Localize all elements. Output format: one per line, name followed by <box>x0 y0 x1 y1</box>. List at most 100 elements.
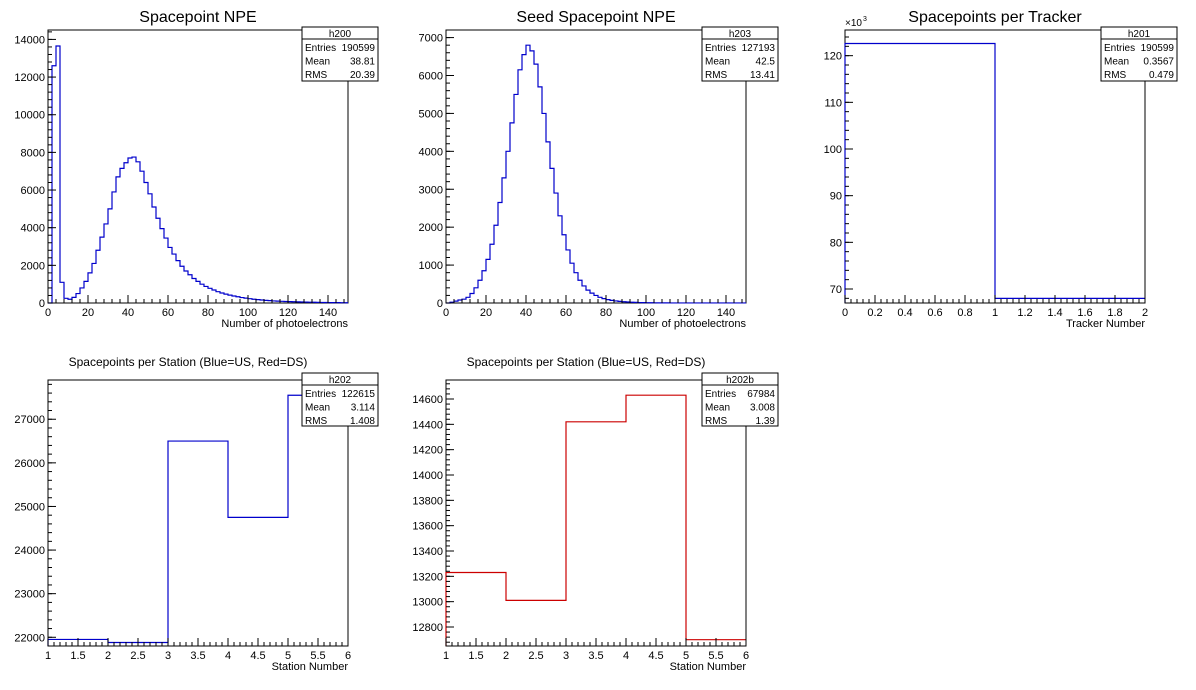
x-tick-label: 1.5 <box>468 650 483 662</box>
x-tick-label: 0.8 <box>957 307 972 319</box>
x-tick-label: 4 <box>623 650 629 662</box>
x-tick-label: 3 <box>165 650 171 662</box>
stats-box-name: h203 <box>729 29 752 40</box>
y-multiplier-exponent: 3 <box>863 16 867 23</box>
stats-box-name: h202b <box>726 375 754 386</box>
stats-label: Mean <box>305 57 330 68</box>
stats-value: 13.41 <box>750 70 775 81</box>
x-tick-label: 0 <box>842 307 848 319</box>
chart-title: Spacepoints per Station (Blue=US, Red=DS… <box>69 355 308 369</box>
y-tick-label: 12000 <box>14 72 45 84</box>
stats-value: 1.408 <box>350 416 375 427</box>
x-tick-label: 0.6 <box>927 307 942 319</box>
y-tick-label: 7000 <box>419 33 443 45</box>
chart-title: Seed Spacepoint NPE <box>516 9 675 26</box>
x-tick-label: 6 <box>345 650 351 662</box>
chart-2: Seed Spacepoint NPE 0 20 40 60 80 100 120 140 0 10… <box>419 9 779 330</box>
y-tick-label: 26000 <box>14 458 45 470</box>
y-tick-label: 5000 <box>419 108 443 120</box>
stats-value: 1.39 <box>756 416 776 427</box>
x-tick-label: 1.6 <box>1077 307 1092 319</box>
stats-value: 42.5 <box>756 57 776 68</box>
x-tick-label: 1 <box>45 650 51 662</box>
plot-frame <box>445 379 747 647</box>
x-tick-label: 5 <box>285 650 291 662</box>
y-tick-label: 2000 <box>419 222 443 234</box>
x-axis-label: Number of photoelectrons <box>619 318 746 330</box>
x-tick-label: 60 <box>560 307 572 319</box>
x-tick-label: 40 <box>520 307 532 319</box>
x-tick-label: 120 <box>279 307 297 319</box>
y-tick-label: 13000 <box>412 597 443 609</box>
chart-title: Spacepoints per Station (Blue=US, Red=DS… <box>467 355 706 369</box>
x-tick-label: 1.4 <box>1047 307 1062 319</box>
y-tick-label: 12800 <box>412 622 443 634</box>
x-tick-label: 140 <box>319 307 337 319</box>
chart-3: Spacepoints per Tracker 0 0.2 0.4 0.6 0.8 1 1.2… <box>824 9 1178 330</box>
stats-value: 20.39 <box>350 70 375 81</box>
plot-frame <box>445 29 747 304</box>
stats-label: RMS <box>1104 70 1127 81</box>
x-tick-label: 140 <box>717 307 735 319</box>
stats-value: 38.81 <box>350 57 375 68</box>
stats-label: Entries <box>705 389 736 400</box>
x-tick-label: 3.5 <box>588 650 603 662</box>
stats-label: RMS <box>305 416 328 427</box>
x-tick-label: 2 <box>1142 307 1148 319</box>
y-tick-label: 8000 <box>21 147 45 159</box>
x-tick-label: 0.4 <box>897 307 912 319</box>
stats-label: Mean <box>705 403 730 414</box>
x-tick-label: 1.8 <box>1107 307 1122 319</box>
x-tick-label: 5.5 <box>310 650 325 662</box>
chart-4: Spacepoints per Station (Blue=US, Red=DS… <box>14 355 379 673</box>
x-tick-label: 40 <box>122 307 134 319</box>
y-tick-label: 6000 <box>419 71 443 83</box>
stats-box: h202b Entries 67984 Mean 3.008 RMS 1.39 <box>701 372 779 427</box>
y-tick-label: 14000 <box>412 470 443 482</box>
histogram-line <box>47 394 348 646</box>
x-tick-label: 5.5 <box>708 650 723 662</box>
chart-title: Spacepoints per Tracker <box>908 9 1082 26</box>
stats-box-frame <box>701 372 779 427</box>
stats-value: 0.3567 <box>1143 57 1174 68</box>
stats-box: h200 Entries 190599 Mean 38.81 RMS 20.39 <box>301 26 379 82</box>
stats-label: Entries <box>1104 43 1135 54</box>
stats-box-frame <box>301 26 379 82</box>
stats-value: 3.008 <box>750 403 775 414</box>
stats-box-name: h202 <box>329 375 352 386</box>
y-tick-label: 14200 <box>412 445 443 457</box>
y-tick-label: 70 <box>830 284 842 296</box>
x-tick-label: 4.5 <box>250 650 265 662</box>
x-tick-label: 3.5 <box>190 650 205 662</box>
stats-label: Entries <box>305 43 336 54</box>
x-axis-label: Station Number <box>670 661 747 673</box>
x-tick-label: 2 <box>503 650 509 662</box>
y-tick-label: 110 <box>824 97 842 109</box>
y-tick-label: 13200 <box>412 571 443 583</box>
x-tick-label: 5 <box>683 650 689 662</box>
stats-value: 0.479 <box>1149 70 1174 81</box>
stats-value: 190599 <box>1141 43 1175 54</box>
y-tick-label: 22000 <box>14 632 45 644</box>
x-tick-label: 120 <box>677 307 695 319</box>
stats-box-frame <box>301 372 379 427</box>
y-tick-label: 13400 <box>412 546 443 558</box>
histogram-line <box>446 44 746 304</box>
y-tick-label: 14000 <box>14 34 45 46</box>
stats-box: h202 Entries 122615 Mean 3.114 RMS 1.408 <box>301 372 379 427</box>
y-tick-label: 23000 <box>14 589 45 601</box>
plot-frame <box>47 29 349 304</box>
x-tick-label: 60 <box>162 307 174 319</box>
y-tick-label: 14600 <box>412 394 443 406</box>
stats-label: Mean <box>1104 57 1129 68</box>
x-tick-label: 100 <box>239 307 257 319</box>
stats-label: Mean <box>705 57 730 68</box>
stats-value: 190599 <box>342 43 376 54</box>
x-tick-label: 20 <box>82 307 94 319</box>
y-tick-label: 80 <box>830 237 842 249</box>
y-tick-label: 4000 <box>21 223 45 235</box>
stats-box: h201 Entries 190599 Mean 0.3567 RMS 0.479 <box>1100 26 1178 82</box>
x-tick-label: 1.5 <box>70 650 85 662</box>
x-tick-label: 3 <box>563 650 569 662</box>
